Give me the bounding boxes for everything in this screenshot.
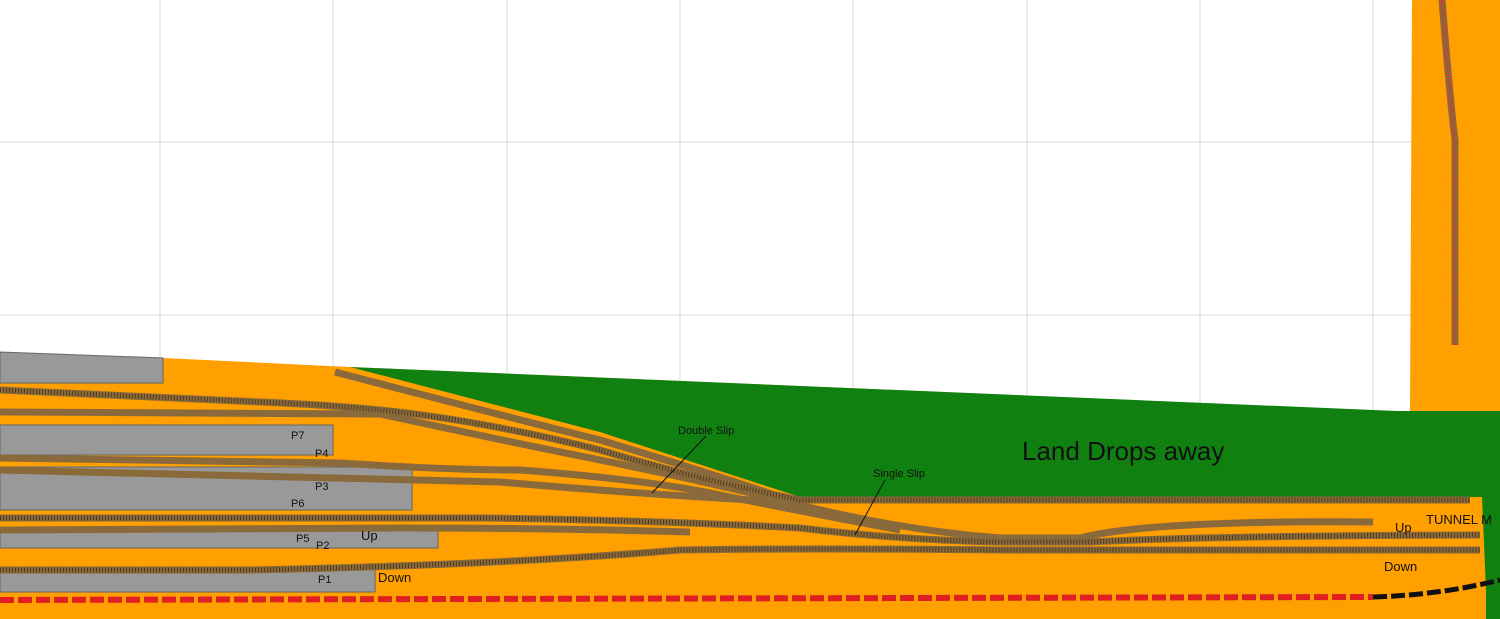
platform-label: P6 <box>291 498 304 510</box>
platform-label: P2 <box>316 540 329 552</box>
tracks <box>0 0 1500 603</box>
direction-label: Down <box>1384 559 1417 574</box>
label: Single Slip <box>873 468 925 480</box>
platform-label: P7 <box>291 430 304 442</box>
label: Land Drops away <box>1022 436 1224 466</box>
platform-label: P5 <box>296 533 309 545</box>
direction-label: Up <box>1395 520 1412 535</box>
direction-label: Up <box>361 528 378 543</box>
label: TUNNEL M <box>1426 512 1492 527</box>
platform-label: P3 <box>315 481 328 493</box>
leader <box>651 435 707 494</box>
direction-label: Down <box>378 570 411 585</box>
label: Double Slip <box>678 425 734 437</box>
land-drops-area <box>350 367 1500 619</box>
leader <box>854 479 886 536</box>
platform-label: P4 <box>315 448 328 460</box>
platform-label: P1 <box>318 574 331 586</box>
